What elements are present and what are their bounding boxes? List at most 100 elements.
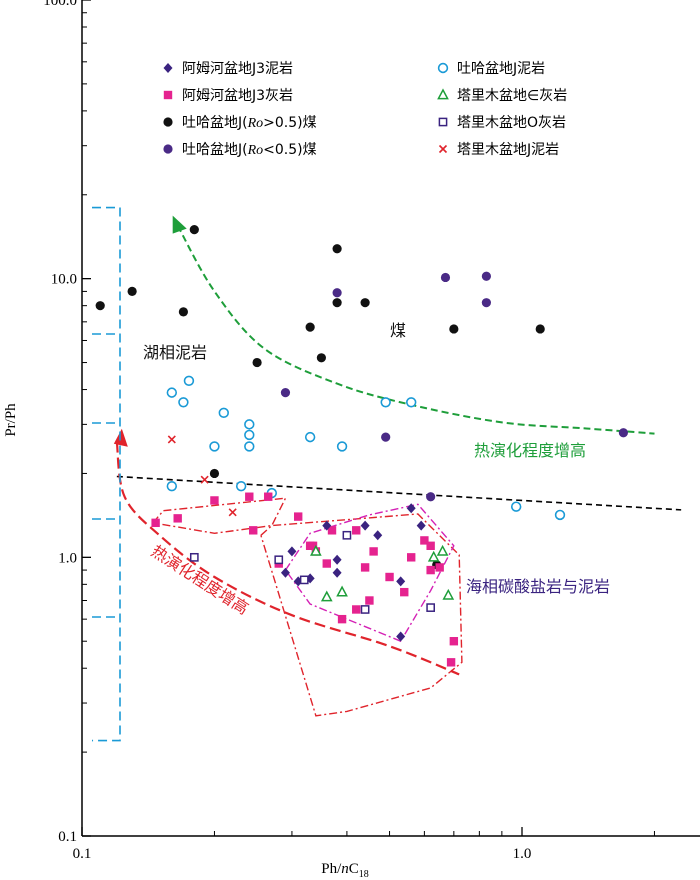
point-amh_lime: [426, 565, 435, 575]
point-amh_lime: [385, 572, 394, 582]
boundary-line: [116, 475, 682, 511]
annotation-marine: 海相碳酸盐岩与泥岩: [466, 577, 610, 596]
legend-label-th_coal_hi: 吐哈盆地J(Ro>0.5)煤: [182, 115, 317, 131]
point-amh_lime: [446, 658, 456, 667]
point-tlm_ord: [360, 605, 370, 614]
point-tlm_jmud: [167, 435, 176, 444]
scale-bracket: [92, 206, 121, 742]
annotation-lake: 湖相泥岩: [143, 343, 207, 362]
y-tick-label: 100.0: [43, 0, 77, 9]
point-amh_mud: [406, 503, 416, 514]
point-tlm_ord: [342, 530, 352, 540]
x-axis-title-main: Ph/: [321, 861, 342, 877]
point-th_coal_hi: [360, 298, 370, 308]
point-amh_lime: [293, 512, 303, 521]
point-th_coal_hi: [332, 244, 342, 254]
legend-marker-amh_lime: [163, 90, 173, 100]
point-th_mud: [406, 397, 417, 408]
point-tlm_cam: [442, 588, 455, 600]
point-th_mud: [554, 509, 566, 521]
point-tlm_cam: [436, 544, 449, 556]
point-th_mud: [166, 480, 178, 492]
legend-label-tlm_ord: 塔里木盆地O灰岩: [457, 115, 566, 131]
lake-mudstone-region: [152, 497, 287, 535]
point-th_coal_lo: [381, 432, 391, 442]
point-amh_lime: [151, 518, 160, 528]
point-amh_lime: [249, 526, 258, 535]
point-tlm_ord: [274, 555, 284, 565]
point-th_coal_hi: [305, 322, 315, 332]
legend-marker-tlm_ord: [438, 117, 448, 127]
point-th_coal_lo: [481, 298, 491, 308]
y-axis-title: Pr/Ph: [3, 403, 19, 437]
point-th_coal_hi: [209, 468, 220, 479]
point-amh_lime: [327, 526, 337, 535]
point-amh_mud: [396, 576, 406, 587]
x-axis-title-sub: 18: [359, 869, 369, 880]
y-tick-label: 10.0: [51, 272, 77, 288]
y-tick-label: 0.1: [58, 829, 77, 845]
point-amh_mud: [332, 567, 342, 578]
point-th_mud: [218, 407, 229, 419]
point-th_mud: [244, 441, 255, 452]
point-amh_lime: [365, 596, 374, 605]
point-amh_mud: [373, 530, 383, 541]
legend-marker-tlm_cam: [437, 88, 449, 100]
legend-marker-tlm_jmud: [438, 144, 448, 154]
point-th_coal_lo: [440, 272, 451, 283]
point-th_mud: [244, 419, 255, 430]
point-th_coal_hi: [535, 324, 545, 334]
point-amh_lime: [360, 563, 370, 572]
x-tick-label: 0.1: [73, 846, 92, 862]
point-amh_mud: [360, 520, 370, 531]
point-amh_mud: [416, 520, 426, 531]
point-th_coal_hi: [127, 286, 137, 297]
legend-label-th_coal_lo: 吐哈盆地J(Ro<0.5)煤: [182, 142, 317, 158]
point-amh_mud: [396, 631, 406, 642]
point-amh_mud: [280, 567, 290, 578]
point-th_coal_hi: [449, 324, 459, 334]
green-arrow-head: [172, 215, 187, 234]
green-thermal-curve: [176, 225, 655, 435]
point-th_mud: [178, 397, 189, 408]
marine-outer-region: [260, 513, 463, 717]
point-tlm_jmud: [200, 475, 209, 484]
legend-label-tlm_jmud: 塔里木盆地J泥岩: [457, 142, 559, 158]
x-axis-title: Ph/nC18: [321, 861, 369, 880]
point-th_mud: [183, 375, 195, 387]
x-tick-label: 1.0: [513, 846, 532, 862]
point-amh_lime: [369, 547, 378, 556]
point-th_mud: [380, 397, 391, 408]
point-amh_lime: [245, 492, 254, 501]
x-axis-title-italic: n: [341, 861, 349, 877]
point-th_coal_hi: [252, 357, 262, 368]
legend-label-tlm_cam: 塔里木盆地∈灰岩: [457, 88, 567, 104]
point-th_coal_lo: [280, 388, 291, 398]
point-tlm_cam: [320, 590, 333, 602]
point-th_mud: [244, 429, 255, 441]
x-axis-title-tail: C: [349, 861, 359, 877]
point-th_mud: [166, 387, 178, 398]
annotation-thermal1: 热演化程度增高: [474, 441, 586, 460]
point-amh_lime: [173, 514, 182, 523]
legend-label-amh_lime: 阿姆河盆地J3灰岩: [182, 88, 293, 104]
point-tlm_cam: [336, 585, 348, 597]
point-amh_lime: [400, 587, 409, 597]
point-amh_lime: [337, 614, 347, 624]
point-amh_lime: [352, 605, 361, 614]
point-amh_lime: [420, 536, 429, 545]
point-th_mud: [510, 501, 522, 512]
point-th_mud: [336, 441, 348, 452]
point-amh_lime: [308, 541, 318, 550]
point-th_coal_hi: [332, 298, 342, 308]
red-arrow-head: [113, 428, 128, 447]
point-amh_lime: [352, 526, 361, 535]
point-amh_lime: [449, 637, 459, 646]
point-th_coal_lo: [618, 428, 628, 438]
legend-marker-th_coal_hi: [163, 117, 173, 127]
point-tlm_cam: [427, 550, 440, 562]
legend-label-th_mud: 吐哈盆地J泥岩: [457, 61, 545, 77]
point-th_coal_hi: [189, 224, 199, 235]
point-amh_lime: [407, 553, 416, 562]
point-th_mud: [209, 441, 220, 452]
